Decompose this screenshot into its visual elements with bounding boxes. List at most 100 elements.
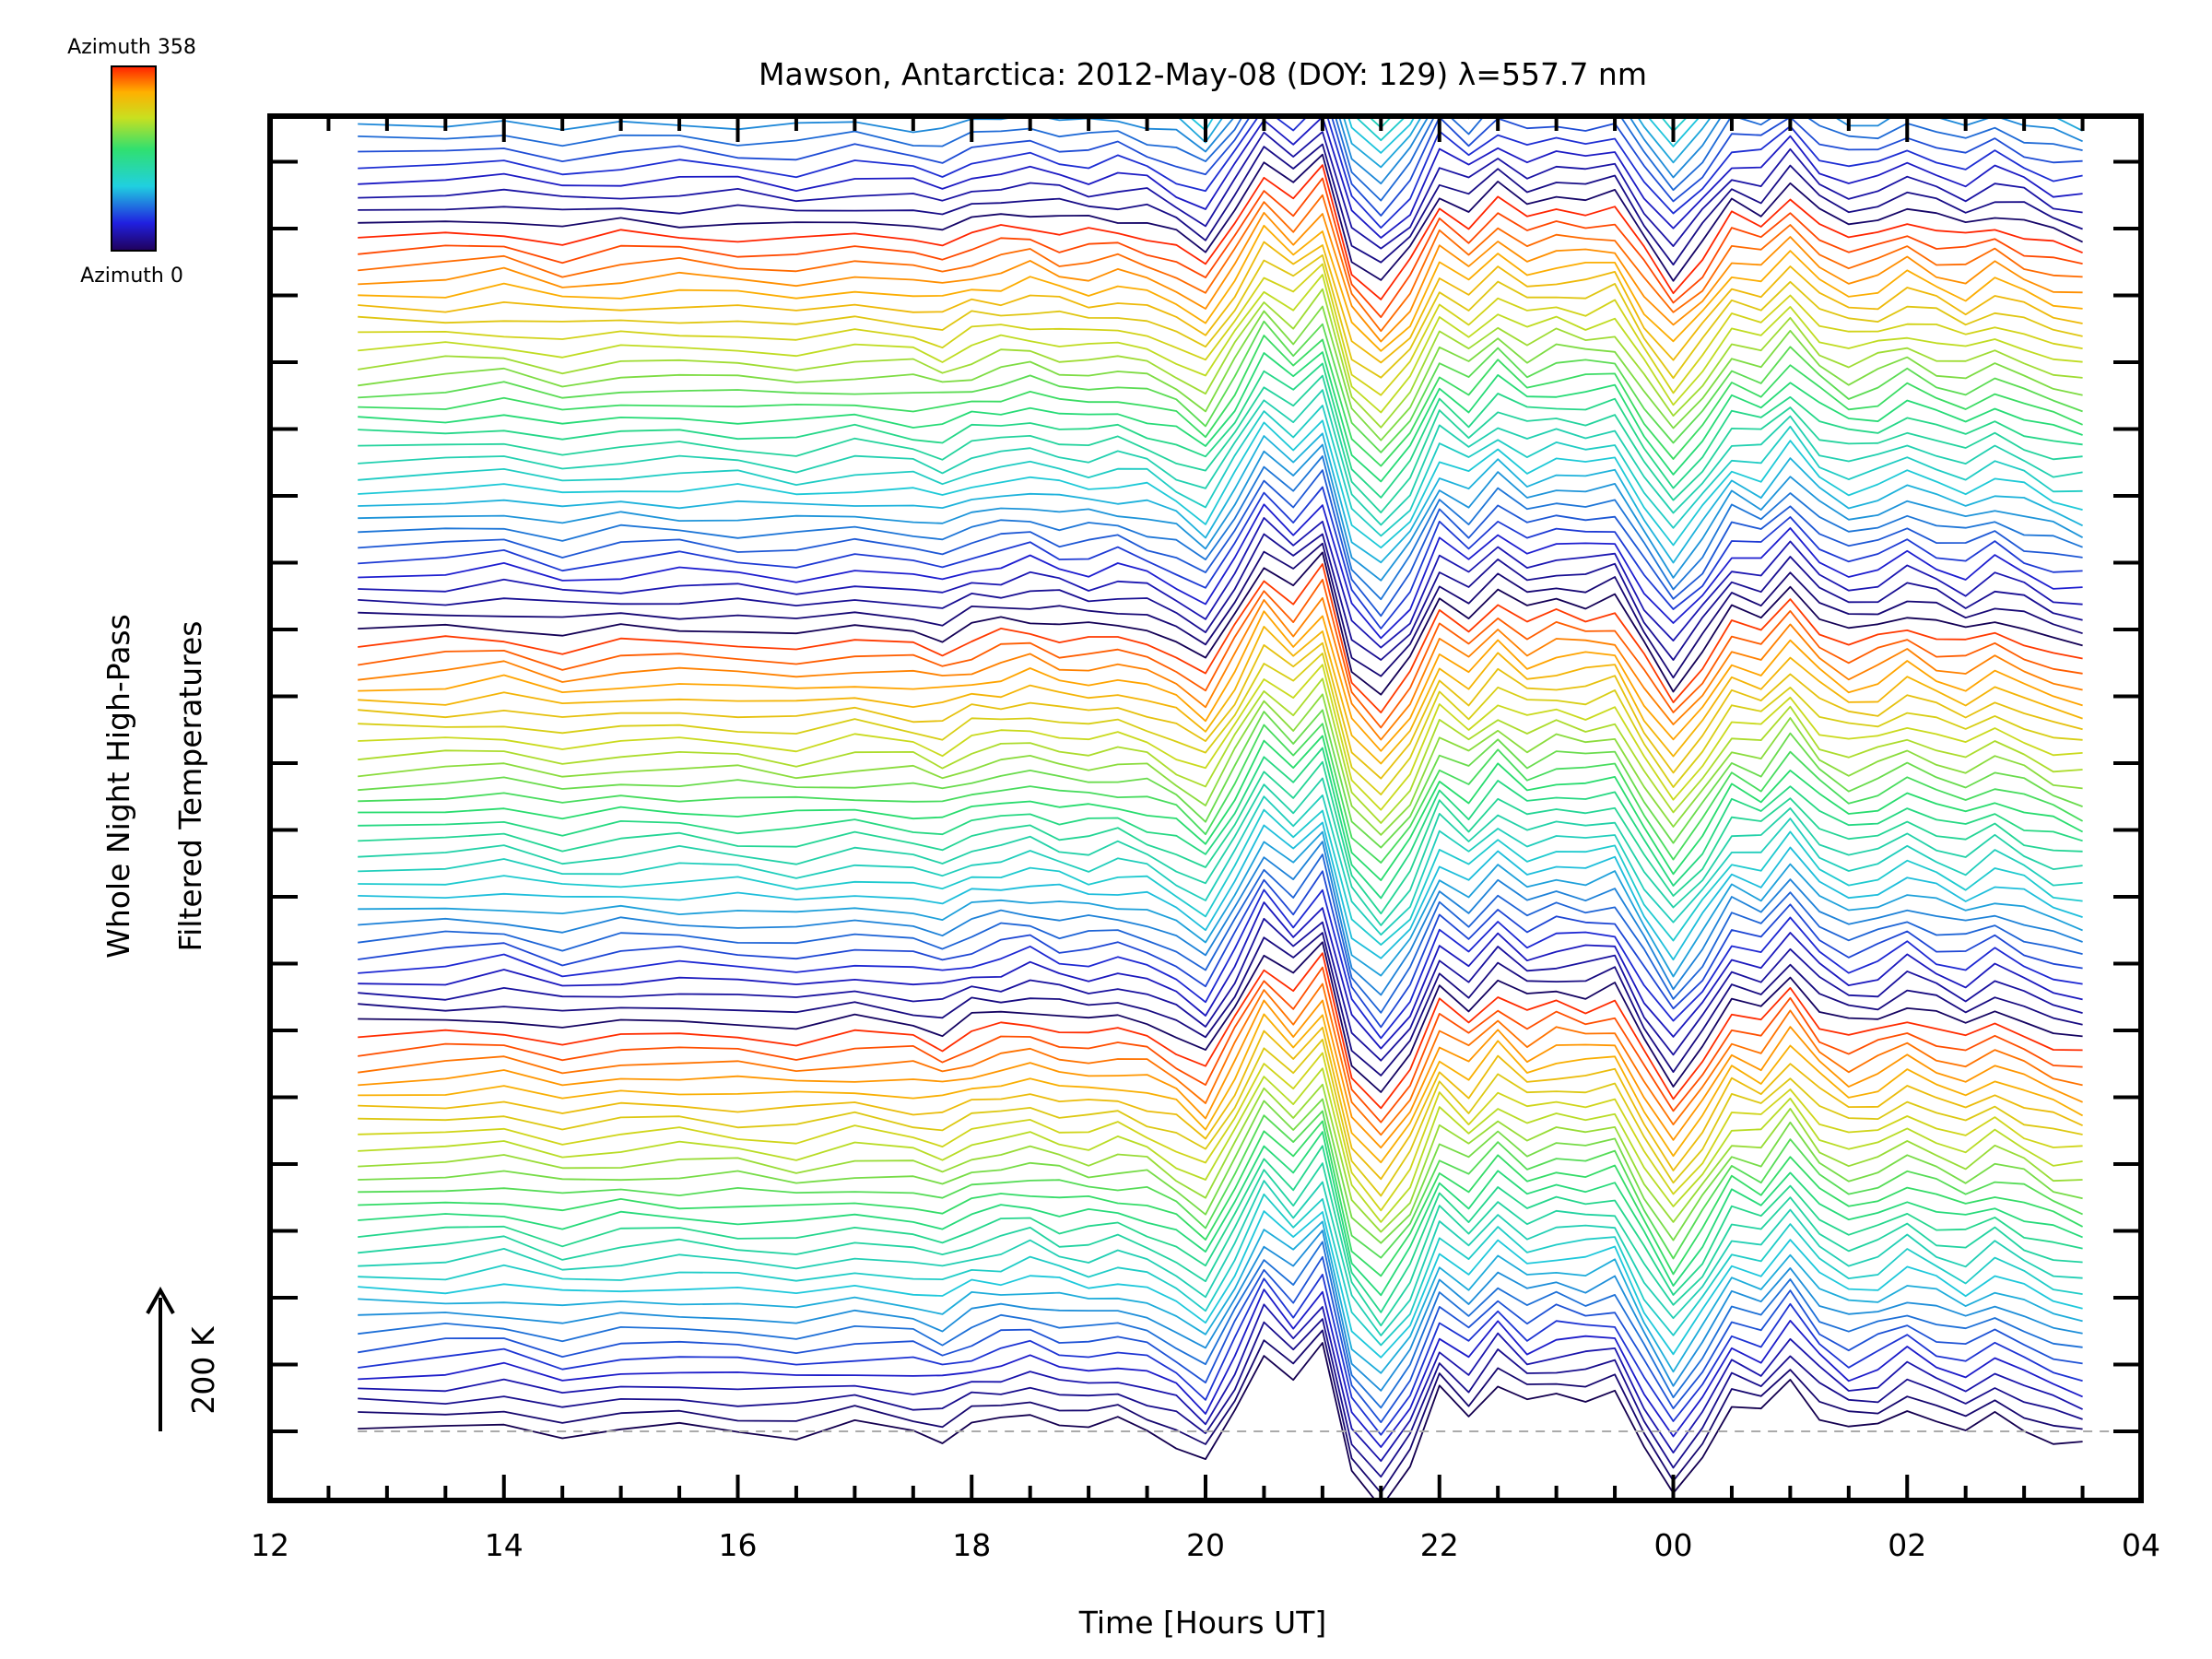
x-tick-label: 16: [719, 1527, 758, 1563]
colorbar-bottom-label: Azimuth 0: [80, 265, 183, 288]
x-axis-title: Time [Hours UT]: [1078, 1605, 1326, 1641]
colorbar-gradient: [111, 65, 157, 252]
series-line: [358, 0, 2082, 32]
series-line: [358, 1083, 2083, 1233]
series-line: [358, 1288, 2083, 1448]
series-line: [358, 709, 2083, 849]
series-line: [358, 153, 2083, 282]
series-line: [358, 263, 2083, 396]
series-traces: [358, 0, 2084, 1500]
series-line: [358, 888, 2083, 1040]
series-line: [358, 211, 2083, 343]
series-line: [358, 641, 2083, 780]
series-line: [358, 274, 2083, 414]
series-line: [358, 241, 2083, 364]
series-line: [358, 164, 2083, 300]
series-line: [358, 579, 2083, 729]
series-line: [358, 335, 2083, 467]
x-tick-label: 18: [952, 1527, 991, 1563]
x-tick-label: 22: [1420, 1527, 1459, 1563]
series-line: [358, 1220, 2083, 1374]
x-tick-label: 12: [251, 1527, 289, 1563]
series-line: [358, 320, 2083, 453]
series-line: [358, 1180, 2083, 1336]
series-line: [358, 664, 2083, 811]
x-axis-tick-labels: 12 14 16 18 20 22 00 02 04: [251, 1527, 2160, 1563]
series-line: [358, 1342, 2083, 1500]
series-line: [358, 841, 2083, 996]
series-line: [358, 1145, 2083, 1313]
x-tick-label: 02: [1888, 1527, 1926, 1563]
series-line: [358, 253, 2083, 380]
series-line: [358, 932, 2083, 1077]
series-line: [358, 1039, 2083, 1197]
y-axis-title-line2: Filtered Temperatures: [172, 621, 208, 952]
series-line: [358, 999, 2083, 1149]
series-line: [358, 1318, 2083, 1478]
series-line: [358, 288, 2083, 429]
series-line: [358, 966, 2083, 1124]
series-line: [1175, 116, 2084, 169]
series-line: [358, 747, 2083, 900]
series-line: [358, 653, 2083, 795]
series-line: [358, 1098, 2083, 1244]
series-line: [358, 1013, 2084, 1164]
series-line: [358, 941, 2083, 1093]
series-line: [358, 1131, 2083, 1297]
scale-bar-label: 200 K: [185, 1325, 221, 1414]
series-line: [358, 1120, 2084, 1277]
series-line: [358, 362, 2083, 499]
series-line: [358, 1193, 2083, 1347]
series-line: [358, 1162, 2083, 1327]
series-line: [358, 626, 2083, 765]
series-line: [358, 305, 2083, 441]
colorbar: Azimuth 358 Azimuth 0: [67, 36, 196, 288]
y-axis-title-line1: Whole Night High-Pass: [100, 614, 136, 959]
series-line: [358, 542, 2083, 679]
x-tick-label: 04: [2122, 1527, 2160, 1563]
series-line: [358, 432, 2083, 564]
series-line: [358, 389, 2083, 526]
scale-bar: 200 K: [146, 1286, 221, 1431]
y-axis-title: Whole Night High-Pass Filtered Temperatu…: [100, 614, 208, 959]
series-line: [358, 794, 2083, 936]
series-line: [358, 116, 2083, 239]
series-line: [358, 486, 2083, 629]
series-line: [358, 1026, 2083, 1181]
series-line: [358, 735, 2084, 881]
series-line: [358, 1230, 2083, 1392]
series-line: [358, 517, 2083, 649]
series-line: [358, 952, 2083, 1110]
series-line: [358, 1303, 2083, 1463]
series-line: [358, 1067, 2083, 1223]
series-line: [358, 419, 2083, 549]
series-line: [358, 808, 2083, 946]
series-line: [1187, 116, 2083, 154]
series-line: [358, 351, 2083, 483]
series-line: [358, 194, 2083, 333]
series-line: [358, 901, 2083, 1050]
series-line: [358, 693, 2083, 836]
x-tick-label: 14: [485, 1527, 524, 1563]
series-line: [358, 116, 2083, 217]
series-line: [358, 596, 2083, 741]
series-line: [358, 131, 2083, 250]
series-line: [358, 0, 2082, 18]
colorbar-top-label: Azimuth 358: [67, 36, 196, 59]
series-line: [358, 116, 2083, 202]
series-line: [358, 224, 2083, 352]
series-line: [358, 870, 2083, 1029]
x-tick-label: 20: [1186, 1527, 1225, 1563]
series-line: [358, 1110, 2083, 1260]
series-line: [358, 1329, 2083, 1494]
series-line: [358, 982, 2083, 1136]
series-line: [358, 116, 2083, 229]
series-line: [358, 917, 2083, 1062]
series-line: [358, 1052, 2083, 1212]
series-line: [358, 455, 2083, 601]
series-line: [358, 0, 2082, 54]
series-line: [358, 760, 2083, 915]
series-line: [358, 116, 2083, 185]
series-line: [358, 1255, 2083, 1424]
